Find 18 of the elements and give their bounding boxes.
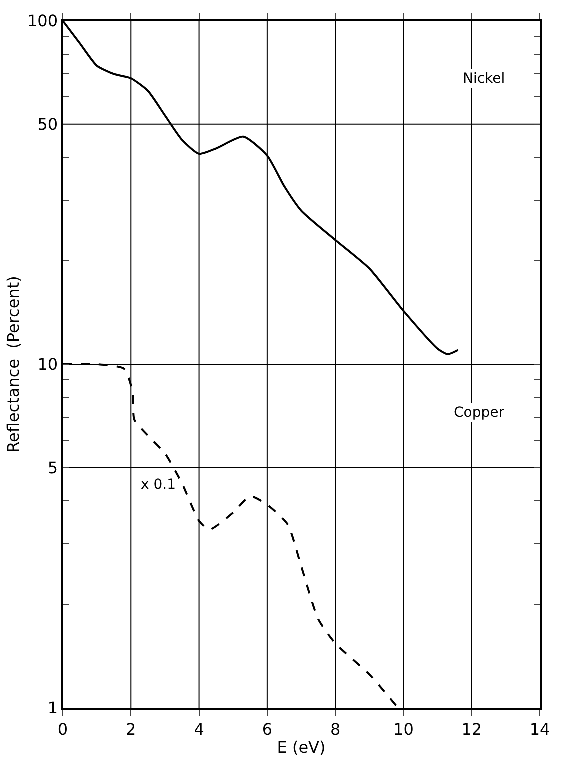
y-tick-label: 10 (38, 355, 58, 374)
x-tick-label: 4 (194, 720, 204, 739)
y-tick-label: 100 (28, 12, 58, 31)
x-tick-label: 14 (530, 720, 550, 739)
y-tick-label: 5 (48, 458, 58, 478)
text: Nickel (463, 71, 506, 87)
x-axis-title: E (eV) (277, 738, 326, 758)
y-tick-label: 1 (48, 698, 58, 718)
y-axis-title: Reflectance (Percent) (4, 276, 23, 453)
x-tick-label: 12 (462, 720, 482, 739)
x-tick-label: 0 (58, 720, 68, 739)
x-tick-label: 10 (394, 720, 414, 739)
annotation: x 0.1 (141, 477, 176, 493)
text: Copper (454, 405, 505, 421)
x-tick-label: 6 (262, 720, 273, 739)
x-tick-label: 2 (126, 720, 136, 739)
x-tick-label: 8 (330, 720, 341, 739)
y-tick-label: 50 (38, 115, 58, 134)
